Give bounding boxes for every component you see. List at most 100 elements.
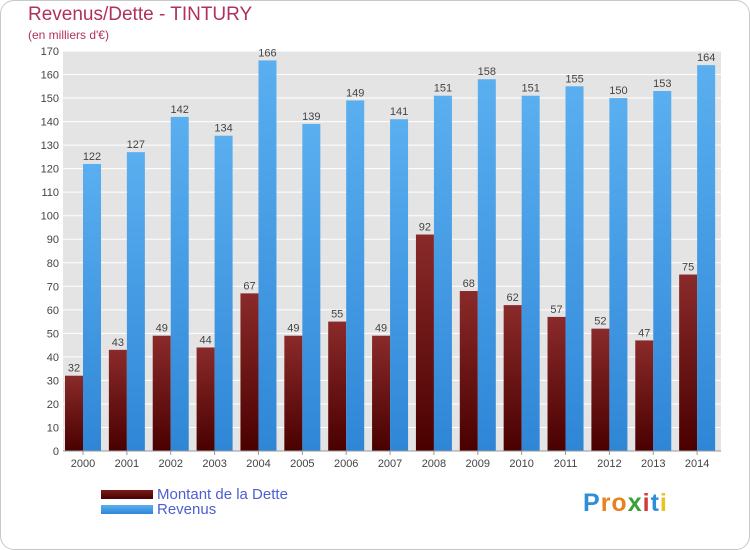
bars [65,60,716,452]
bar-revenus [83,163,101,452]
bar-debt [415,234,434,451]
data-label-revenus: 127 [127,139,145,151]
bar-debt [196,347,215,451]
chart-title: Revenus/Dette - TINTURY [28,4,253,25]
data-label-debt: 67 [243,280,255,292]
bar-debt [459,291,478,451]
data-label-debt: 49 [287,323,299,335]
data-label-revenus: 149 [346,87,364,99]
legend-label-revenus: Revenus [157,501,217,518]
x-tick-label: 2013 [641,458,665,470]
bar-debt [240,293,259,451]
bar-revenus [346,100,365,451]
y-tick-label: 50 [47,328,59,340]
data-label-debt: 57 [550,304,562,316]
x-tick-label: 2005 [290,458,314,470]
logo-letter: i [659,489,668,517]
logo-letter: P [583,489,601,517]
bar-debt [635,340,654,451]
y-tick-label: 0 [53,446,59,458]
data-label-revenus: 151 [521,83,539,95]
x-tick-label: 2003 [202,458,226,470]
bar-revenus [521,95,540,452]
legend-label-debt: Montant de la Dette [157,486,288,503]
y-tick-label: 60 [47,305,59,317]
y-tick-label: 40 [47,352,59,364]
legend-swatch-revenus [101,505,153,514]
bar-revenus [653,91,672,451]
y-tick-label: 80 [47,258,59,270]
data-label-debt: 44 [199,334,211,346]
x-tick-label: 2002 [158,458,182,470]
y-tick-label: 10 [47,422,59,434]
y-tick-label: 100 [41,211,59,223]
bar-debt [108,349,127,451]
data-label-debt: 47 [638,327,650,339]
bar-debt [152,335,171,451]
data-label-revenus: 141 [390,106,408,118]
bar-debt [284,335,303,451]
data-label-debt: 92 [419,222,431,234]
bar-revenus [565,86,584,451]
axes: 0 10 20 30 40 50 60 70 80 90 100 110 120 130 140 150 160… [41,46,721,470]
x-tick-label: 2009 [466,458,490,470]
data-label-revenus: 153 [653,78,671,90]
data-label-debt: 49 [375,323,387,335]
bar-revenus [609,98,628,451]
data-labels: 32 122 43 127 49 142 44 134 67 166 49 139 55 149 49 141… [68,47,715,374]
chart-subtitle: (en milliers d'€) [28,28,109,42]
proxiti-logo: Proxiti [583,489,668,518]
y-tick-label: 170 [41,46,59,58]
y-tick-label: 120 [41,164,59,176]
y-tick-label: 110 [41,187,59,199]
x-tick-label: 2007 [378,458,402,470]
data-label-revenus: 155 [565,73,583,85]
bar-revenus [433,95,452,452]
y-tick-label: 70 [47,281,59,293]
logo-letter: x [627,489,643,517]
y-tick-label: 30 [47,375,59,387]
x-tick-label: 2006 [334,458,358,470]
y-tick-label: 130 [41,140,59,152]
data-label-revenus: 139 [302,111,320,123]
data-label-revenus: 122 [83,151,101,163]
data-label-revenus: 142 [171,104,189,116]
bar-revenus [697,65,716,451]
bar-revenus [390,119,409,451]
y-tick-label: 140 [41,117,59,129]
bar-revenus [258,60,277,451]
data-label-debt: 49 [156,323,168,335]
data-label-revenus: 158 [478,66,496,78]
bar-revenus [302,123,321,452]
bar-debt [328,321,347,451]
bar-debt [547,316,566,451]
x-tick-label: 2014 [685,458,709,470]
data-label-debt: 32 [68,363,80,375]
data-label-debt: 52 [594,316,606,328]
bar-debt [591,328,610,451]
x-tick-label: 2000 [71,458,95,470]
bar-revenus [126,152,145,452]
data-label-revenus: 134 [214,123,232,135]
data-label-revenus: 150 [609,85,627,97]
bar-revenus [477,79,496,451]
bar-revenus [170,116,189,451]
data-label-debt: 62 [507,292,519,304]
y-tick-label: 20 [47,399,59,411]
data-label-debt: 68 [463,278,475,290]
bar-debt [372,335,391,451]
bar-debt [65,375,83,451]
legend-swatch-debt [101,490,153,499]
logo-letter: r [600,489,612,517]
data-label-revenus: 164 [697,52,715,64]
data-label-revenus: 151 [434,83,452,95]
data-label-debt: 55 [331,309,343,321]
bar-debt [503,305,522,451]
x-tick-label: 2001 [115,458,139,470]
logo-letter: i [642,489,651,517]
y-tick-label: 160 [41,70,59,82]
bar-revenus [214,135,233,452]
y-tick-label: 150 [41,93,59,105]
